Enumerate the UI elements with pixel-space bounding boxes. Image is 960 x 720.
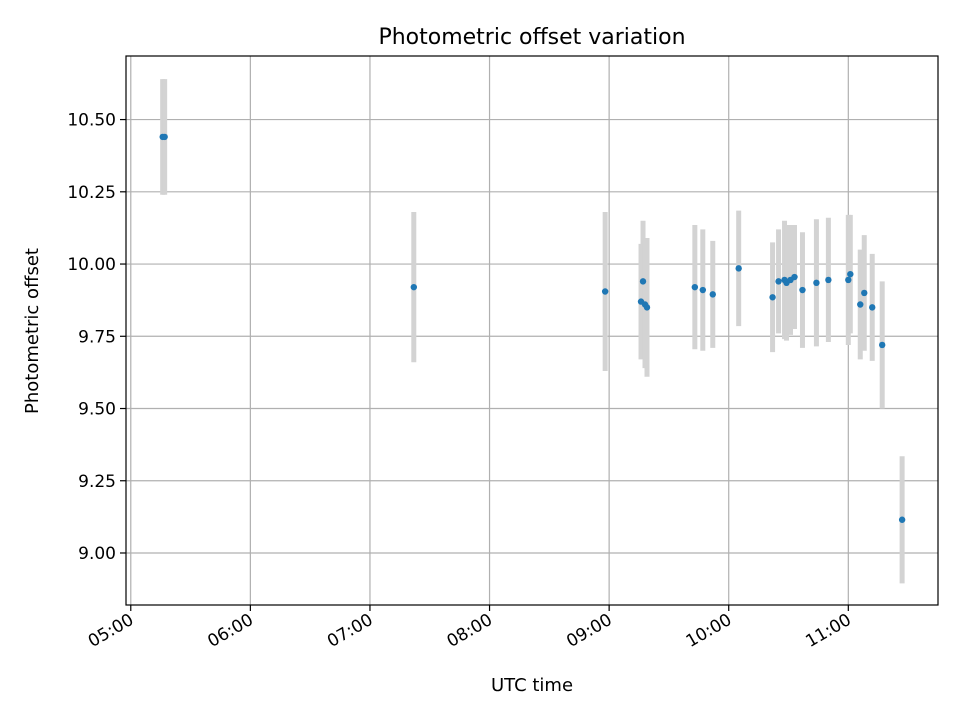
data-point bbox=[639, 278, 647, 285]
y-tick-label: 10.25 bbox=[67, 183, 116, 203]
y-tick-label: 10.00 bbox=[67, 255, 116, 275]
grid bbox=[126, 56, 938, 605]
data-points bbox=[159, 133, 906, 523]
plot-area-frame bbox=[125, 55, 939, 606]
data-point bbox=[601, 288, 609, 295]
data-point bbox=[825, 276, 832, 284]
data-point bbox=[735, 265, 742, 272]
data-point bbox=[643, 304, 651, 311]
data-point bbox=[691, 283, 699, 291]
y-axis-label: Photometric offset bbox=[22, 248, 43, 414]
data-point bbox=[709, 291, 716, 298]
y-tick-label: 9.75 bbox=[78, 327, 116, 347]
data-point bbox=[847, 270, 854, 278]
data-point bbox=[775, 278, 782, 285]
data-point bbox=[878, 341, 886, 349]
x-axis-label: UTC time bbox=[491, 675, 573, 696]
data-point bbox=[769, 294, 776, 301]
data-point bbox=[699, 286, 707, 294]
y-tick-label: 10.50 bbox=[67, 111, 116, 131]
y-axis-ticks: 9.00 9.25 9.50 9.75 10.00 10.25 10.50 bbox=[67, 111, 126, 564]
data-point bbox=[410, 283, 418, 291]
y-tick-label: 9.00 bbox=[78, 544, 116, 564]
data-point bbox=[869, 304, 876, 311]
data-point bbox=[791, 273, 798, 281]
data-point bbox=[799, 286, 806, 294]
data-point bbox=[898, 516, 906, 523]
y-tick-label: 9.25 bbox=[78, 472, 116, 492]
data-point bbox=[845, 276, 852, 284]
chart-title: Photometric offset variation bbox=[378, 25, 685, 50]
data-point bbox=[857, 301, 864, 308]
data-point bbox=[861, 289, 868, 297]
data-point bbox=[813, 279, 820, 287]
data-point bbox=[161, 133, 168, 141]
y-tick-label: 9.50 bbox=[78, 400, 116, 420]
